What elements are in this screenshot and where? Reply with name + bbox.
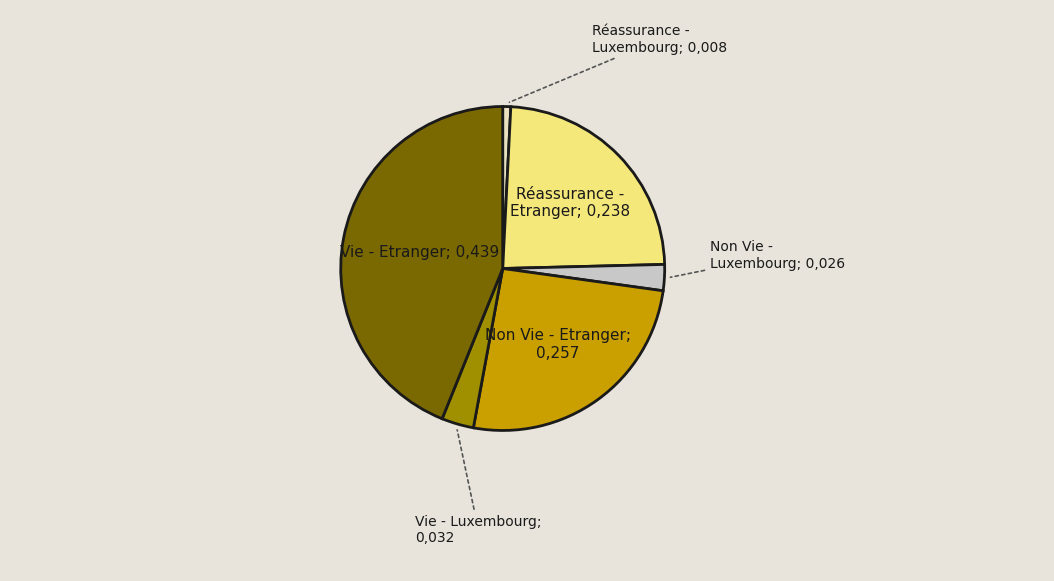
Text: Vie - Etranger; 0,439: Vie - Etranger; 0,439: [340, 245, 500, 260]
Wedge shape: [473, 268, 663, 431]
Wedge shape: [503, 264, 665, 291]
Wedge shape: [442, 268, 503, 428]
Wedge shape: [340, 106, 503, 419]
Text: Non Vie -
Luxembourg; 0,026: Non Vie - Luxembourg; 0,026: [670, 241, 845, 277]
Text: Non Vie - Etranger;
0,257: Non Vie - Etranger; 0,257: [485, 328, 630, 361]
Text: Vie - Luxembourg;
0,032: Vie - Luxembourg; 0,032: [415, 430, 542, 545]
Wedge shape: [503, 106, 511, 268]
Text: Réassurance -
Etranger; 0,238: Réassurance - Etranger; 0,238: [510, 187, 630, 219]
Text: Réassurance -
Luxembourg; 0,008: Réassurance - Luxembourg; 0,008: [509, 24, 727, 102]
Wedge shape: [503, 107, 665, 268]
